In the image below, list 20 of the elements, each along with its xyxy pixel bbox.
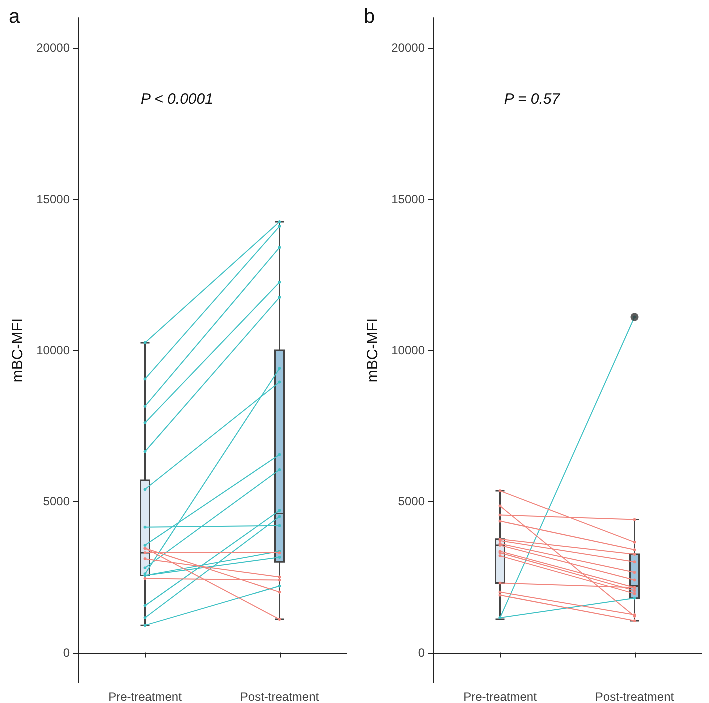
- x-tick-label: Post-treatment: [594, 690, 674, 703]
- y-tick-label: 15000: [36, 192, 70, 206]
- annotation: P = 0.57: [504, 91, 560, 108]
- y-tick-label: 5000: [398, 494, 425, 509]
- chart-title: a: [9, 6, 21, 28]
- x-tick-label: Post-treatment: [240, 690, 320, 703]
- y-tick-label: 20000: [36, 41, 70, 56]
- y-tick-label: 10000: [391, 344, 425, 358]
- chart-title: b: [364, 6, 375, 28]
- x-tick-label: Pre-treatment: [463, 690, 538, 703]
- y-tick-label: 15000: [391, 192, 425, 206]
- y-tick-label: 0: [418, 646, 425, 660]
- y-tick-label: 20000: [391, 41, 425, 56]
- y-tick-label: 10000: [36, 344, 70, 358]
- y-tick-label: 5000: [43, 494, 70, 509]
- y-axis-title: mBC-MFI: [364, 318, 382, 383]
- annotation: P < 0.0001: [141, 91, 214, 108]
- y-tick-label: 0: [63, 646, 70, 660]
- x-tick-label: Pre-treatment: [108, 690, 183, 703]
- y-axis-title: mBC-MFI: [10, 318, 27, 383]
